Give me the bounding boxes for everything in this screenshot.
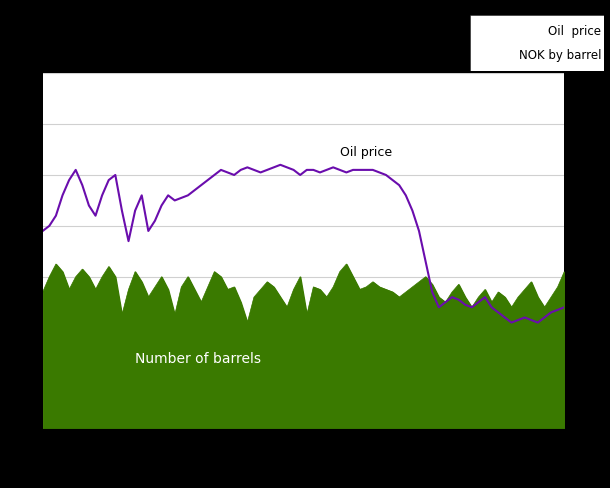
Text: Number of barrels: Number of barrels (135, 352, 261, 366)
Text: Oil  price: Oil price (548, 25, 601, 38)
Text: NOK by barrel: NOK by barrel (518, 48, 601, 61)
Text: Oil price: Oil price (340, 145, 392, 159)
